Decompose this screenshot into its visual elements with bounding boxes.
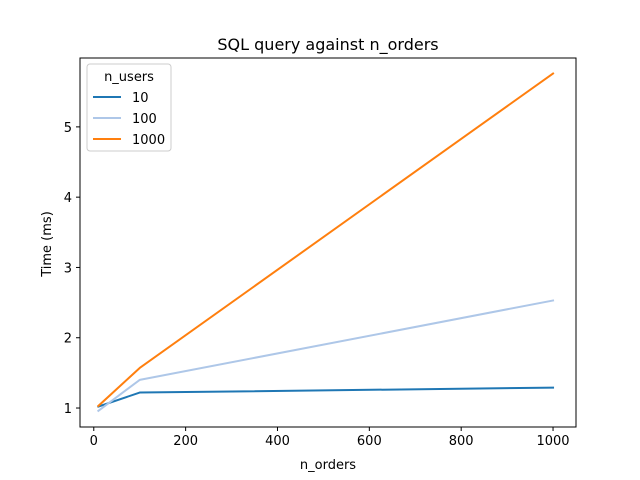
x-tick-label: 1000 (536, 434, 569, 449)
legend: n_users 10 100 1000 (86, 63, 172, 152)
legend-box (86, 63, 172, 152)
chart-title: SQL query against n_orders (217, 35, 438, 55)
x-tick-label: 800 (449, 434, 474, 449)
plot-area: 0 200 400 600 800 1000 1 2 3 4 5 (64, 57, 577, 449)
y-tick-label: 3 (64, 261, 72, 276)
legend-entry-10: 10 (132, 91, 149, 106)
legend-entry-100: 100 (132, 112, 157, 127)
axes-frame (79, 57, 577, 428)
series-line-10 (97, 386, 555, 408)
y-tick-label: 2 (64, 332, 72, 347)
y-axis-label: Time (ms) (40, 211, 55, 278)
y-tick-label: 1 (64, 402, 72, 417)
series-line-100 (96, 299, 555, 413)
y-tick-label: 5 (64, 121, 72, 136)
x-axis-label: n_orders (300, 458, 356, 473)
legend-entry-1000: 1000 (132, 133, 165, 148)
x-tick-label: 200 (173, 434, 198, 449)
legend-title: n_users (104, 70, 154, 85)
y-tick-label: 4 (64, 191, 72, 206)
x-tick-label: 400 (265, 434, 290, 449)
series-line-1000 (96, 72, 555, 408)
x-tick-label: 0 (90, 434, 98, 449)
x-tick-label: 600 (357, 434, 382, 449)
